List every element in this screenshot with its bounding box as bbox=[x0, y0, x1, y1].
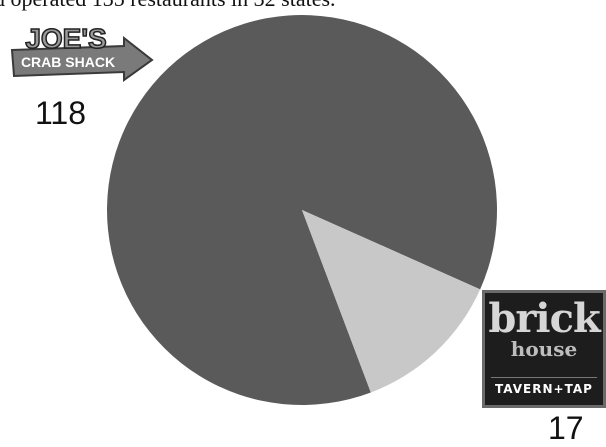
data-label-joes: 118 bbox=[35, 95, 87, 131]
brick-logo-line3: TAVERN+TAP bbox=[491, 377, 597, 396]
brick-logo-line1: brick bbox=[488, 295, 600, 342]
joes-logo-line2: CRAB SHACK bbox=[21, 54, 115, 70]
brick-house-logo: brick house TAVERN+TAP bbox=[482, 290, 606, 408]
header-text: d operated 135 restaurants in 32 states. bbox=[0, 0, 336, 12]
pie-slice-joes-crab-shack bbox=[107, 15, 498, 406]
brick-logo-line2: house bbox=[510, 337, 578, 361]
pie-slice-brick-house bbox=[302, 210, 481, 393]
data-label-brick: 17 bbox=[548, 410, 584, 446]
joes-crab-shack-logo: CRAB SHACK JOE'S bbox=[6, 20, 156, 82]
joes-logo-line1: JOE'S bbox=[25, 23, 106, 54]
